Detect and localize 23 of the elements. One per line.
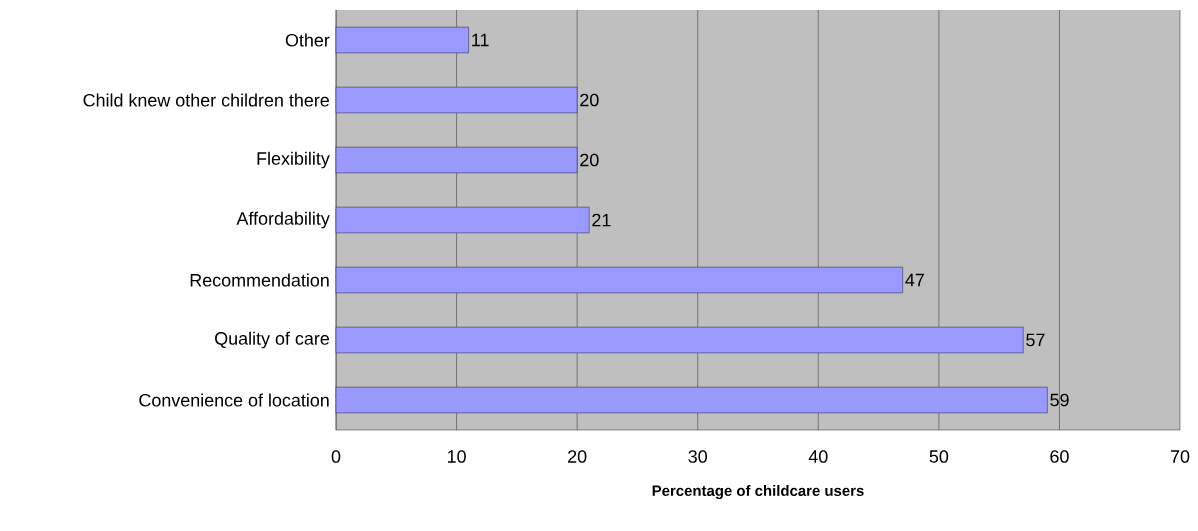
y-tick-label: Child knew other children there <box>83 93 329 107</box>
data-label: 20 <box>580 153 599 167</box>
y-tick-label: Recommendation <box>190 273 329 287</box>
x-axis-title: Percentage of childcare users <box>652 485 864 500</box>
data-label: 59 <box>1050 393 1069 407</box>
x-tick-label: 20 <box>568 450 587 463</box>
data-label: 47 <box>905 273 924 287</box>
x-tick-label: 40 <box>808 450 828 463</box>
x-tick-label: 10 <box>447 450 466 463</box>
data-label: 57 <box>1026 333 1045 347</box>
y-tick-label: Quality of care <box>215 331 329 349</box>
data-label: 20 <box>580 93 599 107</box>
x-tick-label: 70 <box>1170 450 1190 463</box>
y-tick-label: Affordability <box>236 211 330 229</box>
y-tick-label: Convenience of location <box>139 393 329 407</box>
y-tick-label: Flexibility <box>257 151 330 169</box>
y-tick-label: Other <box>285 33 330 47</box>
x-tick-label: 60 <box>1050 450 1069 463</box>
x-tick-label: 50 <box>929 450 949 463</box>
x-tick-label: 30 <box>688 450 707 463</box>
data-label: 21 <box>592 213 611 227</box>
x-tick-label: 0 <box>331 450 341 463</box>
data-label: 11 <box>472 33 489 47</box>
